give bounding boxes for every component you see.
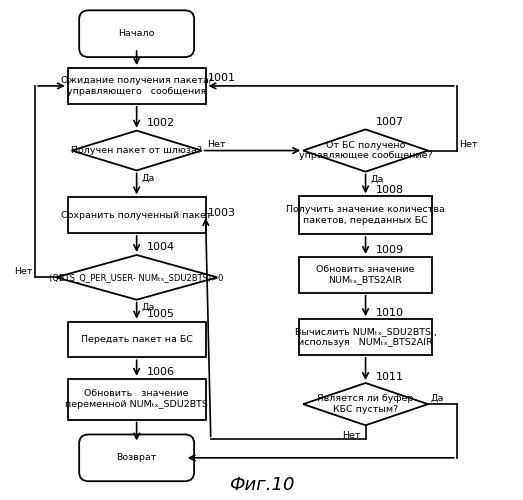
Text: 1007: 1007 [376, 117, 404, 127]
Text: 1008: 1008 [376, 185, 404, 195]
Text: Ожидание получения пакета/
управляющего   сообщения: Ожидание получения пакета/ управляющего … [61, 76, 212, 96]
Bar [67, 68, 206, 104]
Polygon shape [303, 130, 428, 172]
Text: Получить значение количества
пакетов, переданных БС: Получить значение количества пакетов, пе… [286, 206, 445, 225]
Bar [299, 319, 432, 355]
Polygon shape [303, 383, 428, 426]
Bar [299, 257, 432, 293]
Text: Да: Да [371, 174, 384, 184]
Text: (QBTS_Q_PER_USER- NUMₜₓ_SDU2BTS)>0: (QBTS_Q_PER_USER- NUMₜₓ_SDU2BTS)>0 [50, 273, 224, 282]
Text: 1004: 1004 [147, 242, 175, 252]
Text: Фиг.10: Фиг.10 [229, 476, 294, 494]
Text: Возврат: Возврат [117, 454, 157, 462]
Text: Сохранить полученный пакет: Сохранить полученный пакет [61, 210, 212, 220]
Bar [299, 196, 432, 234]
Polygon shape [56, 255, 217, 300]
Text: 1003: 1003 [208, 208, 236, 218]
Text: Да: Да [430, 393, 444, 402]
Text: 1010: 1010 [376, 308, 404, 318]
Text: Обновить значение
NUMₜₓ_BTS2AIR: Обновить значение NUMₜₓ_BTS2AIR [316, 265, 415, 284]
FancyBboxPatch shape [79, 434, 194, 481]
Bar [67, 379, 206, 420]
Text: 1009: 1009 [376, 246, 404, 256]
Text: Нет: Нет [342, 430, 360, 440]
FancyBboxPatch shape [79, 10, 194, 57]
Text: Нет: Нет [459, 140, 477, 149]
Text: 1002: 1002 [147, 118, 175, 128]
Text: Да: Да [142, 174, 155, 182]
Text: От БС получено
управляющее сообщение?: От БС получено управляющее сообщение? [299, 141, 433, 161]
Bar [67, 198, 206, 233]
Text: Нет: Нет [207, 140, 225, 149]
Text: Вычислить NUMₜₓ_SDU2BTS ,
используя   NUMₜₓ_BTS2AIR: Вычислить NUMₜₓ_SDU2BTS , используя NUMₜ… [294, 328, 437, 346]
Text: Нет: Нет [14, 267, 32, 276]
Text: Обновить   значение
переменной NUMₜₓ_SDU2BTS: Обновить значение переменной NUMₜₓ_SDU2B… [65, 390, 208, 409]
Bar [67, 322, 206, 358]
Polygon shape [72, 130, 202, 170]
Text: Передать пакет на БС: Передать пакет на БС [81, 335, 192, 344]
Text: Получен пакет от шлюза?: Получен пакет от шлюза? [71, 146, 202, 155]
Text: 1006: 1006 [147, 368, 175, 378]
Text: Начало: Начало [118, 29, 155, 38]
Text: 1001: 1001 [208, 74, 236, 84]
Text: 1005: 1005 [147, 309, 175, 319]
Text: Является ли буфер
КБС пустым?: Является ли буфер КБС пустым? [317, 394, 414, 414]
Text: Да: Да [142, 302, 155, 312]
Text: 1011: 1011 [376, 372, 404, 382]
